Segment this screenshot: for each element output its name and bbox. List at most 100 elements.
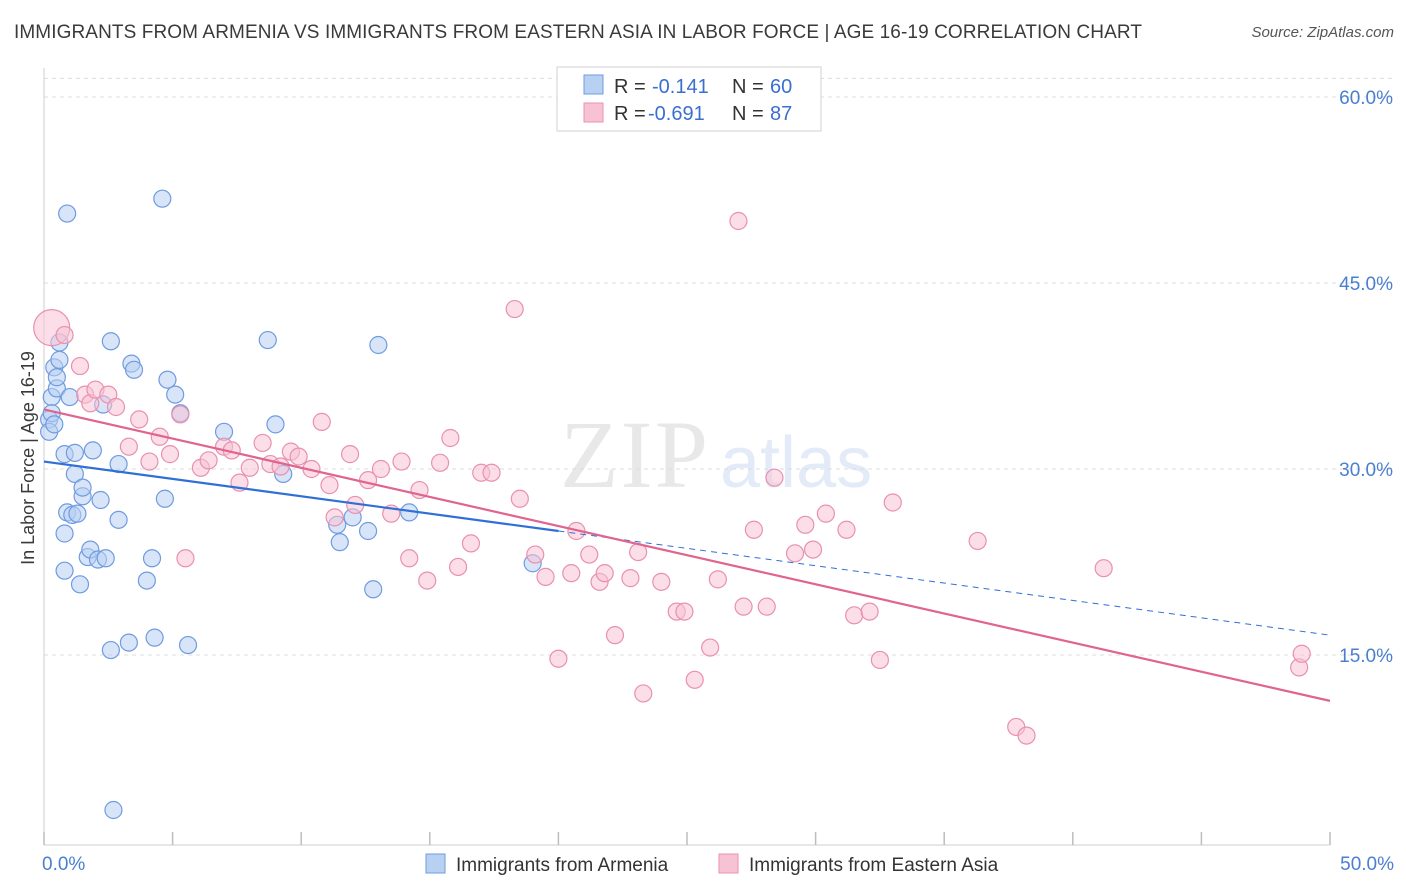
data-point [418,571,437,590]
data-point [325,508,344,527]
data-point [119,633,138,652]
trend-line-eastern-asia [43,408,1331,702]
data-point [448,557,468,577]
data-point [708,570,727,589]
data-point [258,330,277,350]
data-point [289,447,308,466]
source-label: Source: ZipAtlas.com [1251,24,1394,41]
bottom-legend-swatch-armenia [425,853,446,874]
data-point [526,545,545,564]
data-point [580,545,599,564]
data-point [1292,644,1311,663]
data-point [101,640,120,660]
trend-line-armenia [43,460,559,533]
data-point [271,457,290,476]
data-point [45,415,64,434]
data-point [675,602,694,621]
data-point [160,445,180,464]
data-point [729,211,748,231]
legend-n-label-eastern-asia: N = [732,103,764,125]
x-tick-label-max: 50.0% [1340,854,1394,875]
data-point [145,628,164,647]
data-point [153,189,172,208]
data-point [757,597,776,616]
trend-line-armenia-extension [558,530,1331,636]
data-point [83,441,102,460]
data-point [968,531,987,551]
data-point [621,569,640,588]
data-point [240,458,259,477]
data-point [158,370,177,389]
data-point [765,468,784,487]
data-point [176,549,195,568]
data-point [137,571,156,590]
y-tick-label: 30.0% [1339,460,1393,481]
legend-n-label-armenia: N = [732,76,764,98]
data-point [364,580,383,599]
data-point [320,476,339,495]
data-point [124,360,144,379]
data-point [837,520,856,539]
legend-n-value-armenia: 60 [770,76,792,98]
data-point [101,332,120,351]
data-point [505,299,524,319]
y-tick-labels: 15.0% 30.0% 45.0% 60.0% [1339,88,1393,667]
data-point [58,204,77,223]
data-point [685,670,704,689]
data-point [796,515,815,534]
y-tick-label: 15.0% [1339,646,1393,667]
data-point [70,575,90,594]
data-point [340,445,360,464]
data-point [744,520,763,539]
watermark-zip: ZIP [560,401,710,508]
data-point [91,490,110,510]
x-ticks [43,832,1331,845]
data-point [441,428,460,448]
x-tick-label-min: 0.0% [42,854,85,875]
data-point [510,489,529,508]
data-point [155,489,174,508]
data-point [70,356,90,376]
trend-lines [43,408,1331,702]
data-point [47,368,66,387]
data-point [199,451,218,470]
data-point [1094,559,1113,578]
series-points [33,189,1311,820]
data-point [816,504,835,523]
data-point [371,459,391,479]
data-point [870,650,890,670]
data-point [605,626,625,645]
data-point [482,463,501,482]
data-point [860,602,879,621]
legend-swatch-eastern-asia [583,102,604,123]
data-point [634,684,653,703]
data-point [785,544,805,563]
gridlines [44,77,1394,656]
legend-swatch-armenia [583,74,604,95]
data-point [400,549,419,568]
legend-r-value-eastern-asia: -0.691 [648,103,705,125]
data-point [109,510,128,529]
data-point [845,606,864,625]
data-point [166,385,185,404]
series-armenia [40,189,542,820]
data-point [461,534,481,553]
correlation-legend: R = -0.141 N = 60 R = -0.691 N = 87 [556,66,822,132]
data-point [55,524,74,543]
bottom-legend-label-eastern-asia: Immigrants from Eastern Asia [749,855,999,876]
data-point [55,561,74,580]
data-point [55,325,74,345]
chart-title: IMMIGRANTS FROM ARMENIA VS IMMIGRANTS FR… [14,22,1143,43]
data-point [178,635,198,655]
series-eastern-asia [33,211,1311,745]
data-point [266,415,285,434]
data-point [330,533,349,552]
data-point [106,397,126,417]
data-point [104,800,123,820]
watermark-atlas: atlas [720,423,872,503]
data-point [68,504,87,523]
data-point [392,452,411,471]
data-point [430,453,450,472]
data-point [549,649,568,668]
